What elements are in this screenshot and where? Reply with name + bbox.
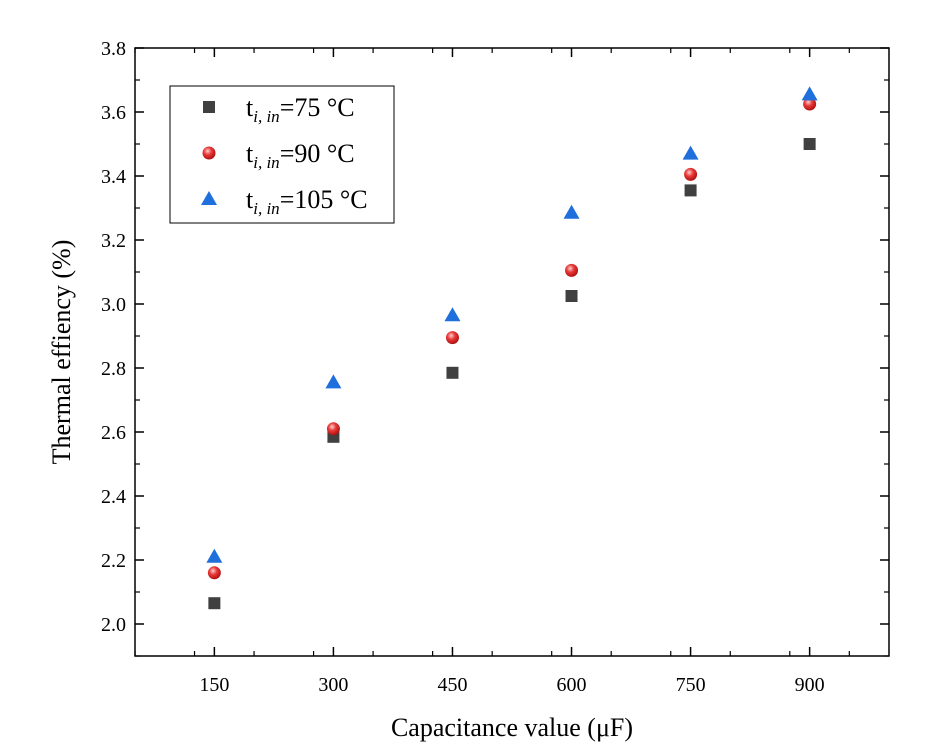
triangle-marker <box>444 307 461 322</box>
x-tick-label: 900 <box>795 674 825 696</box>
y-tick-label: 3.4 <box>101 166 126 188</box>
circle-marker <box>326 422 340 436</box>
y-tick-label: 2.4 <box>101 486 126 508</box>
y-axis-label: Thermal effiency (%) <box>47 240 76 465</box>
triangle-marker <box>325 374 342 389</box>
legend-triangle-symbol <box>201 191 217 205</box>
triangle-marker <box>206 548 223 563</box>
circle-marker <box>803 97 817 111</box>
legend-label: ti, in=90 °C <box>246 139 355 172</box>
x-ticks: 150 300 450 600 750 900 <box>134 48 850 696</box>
triangle-marker <box>682 145 699 160</box>
legend-label: ti, in=75 °C <box>246 93 355 126</box>
y-tick-label: 2.8 <box>101 358 126 380</box>
y-ticks: 2.0 2.2 2.4 2.6 2.8 3.0 3.2 3.4 3.6 3.8 <box>101 38 889 657</box>
y-tick-label: 2.0 <box>101 614 126 636</box>
x-tick-label: 600 <box>557 674 587 696</box>
circle-marker <box>445 331 459 345</box>
legend: ti, in=75 °C ti, in=90 °C ti, in=105 °C <box>169 85 395 224</box>
legend-circle-symbol <box>202 146 216 160</box>
y-tick-label: 3.6 <box>101 102 126 124</box>
x-axis-label: Capacitance value (μF) <box>391 713 633 742</box>
y-tick-label: 2.6 <box>101 422 126 444</box>
plot-frame <box>134 47 890 657</box>
data-points <box>206 86 818 610</box>
legend-square-symbol <box>203 101 215 113</box>
square-marker <box>446 366 459 379</box>
x-tick-label: 300 <box>318 674 348 696</box>
square-marker <box>684 184 697 197</box>
y-tick-label: 3.2 <box>101 230 126 252</box>
legend-items: ti, in=75 °C ti, in=90 °C ti, in=105 °C <box>201 93 368 218</box>
triangle-marker <box>563 204 580 219</box>
x-tick-label: 750 <box>676 674 706 696</box>
square-marker <box>803 138 816 150</box>
y-tick-label: 3.8 <box>101 38 126 60</box>
legend-label: ti, in=105 °C <box>246 185 368 218</box>
square-marker <box>565 290 578 302</box>
y-tick-label: 2.2 <box>101 550 126 572</box>
y-tick-label: 3.0 <box>101 294 126 316</box>
square-marker <box>208 597 221 610</box>
x-tick-label: 450 <box>437 674 467 696</box>
triangle-marker <box>801 86 818 101</box>
x-tick-label: 150 <box>199 674 229 696</box>
circle-marker <box>565 263 579 277</box>
circle-marker <box>207 566 221 580</box>
circle-marker <box>684 167 698 181</box>
